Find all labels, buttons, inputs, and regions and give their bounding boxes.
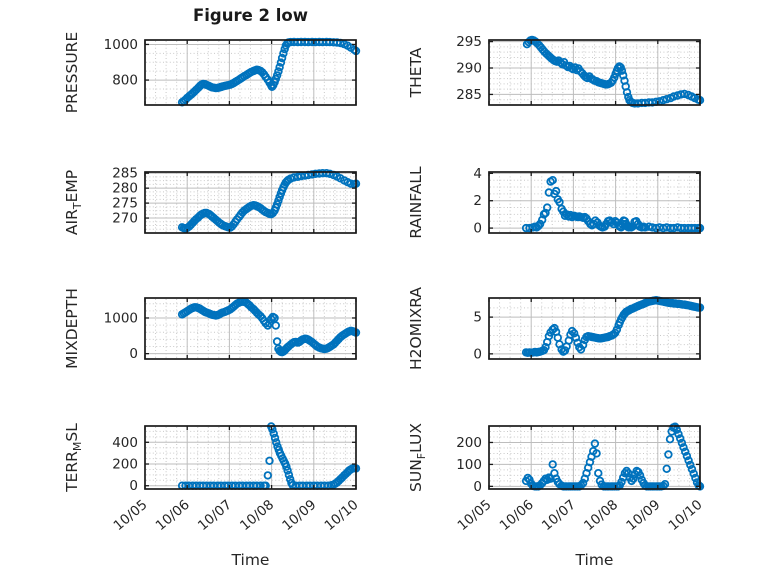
x-tick-label: 10/10	[665, 497, 705, 534]
tick-marks	[144, 426, 357, 489]
y-axis-label-terr-msl: TERRM​SL	[63, 423, 84, 493]
y-tick-label: 285	[456, 87, 482, 103]
x-axis-label-left: Time	[231, 551, 270, 569]
plot-area	[489, 298, 700, 359]
tick-marks	[144, 40, 357, 105]
tick-marks	[488, 426, 701, 489]
y-tick-label: 0	[473, 221, 482, 237]
data-points	[177, 37, 361, 107]
y-tick-label: 270	[112, 211, 138, 227]
tick-marks	[488, 172, 701, 233]
data-points	[177, 168, 361, 233]
y-tick-label: 0	[129, 346, 138, 362]
subplot-theta: 285 290 295 THETA	[407, 34, 705, 108]
tick-marks	[488, 298, 701, 359]
y-axis-label-h2omixra: H2OMIXRA	[407, 287, 425, 370]
y-axis-label-air-temp: AIRT​EMP	[63, 170, 84, 235]
figure-title: Figure 2 low	[192, 6, 309, 25]
x-tick-label: 10/05	[454, 497, 494, 534]
subplot-h2omixra: 0 5 H2OMIXRA	[407, 287, 705, 370]
axes-box	[144, 425, 357, 490]
minor-grid	[490, 299, 699, 358]
y-axis-label-pressure: PRESSURE	[63, 32, 81, 114]
minor-grid	[146, 41, 355, 104]
x-tick-label: 10/06	[153, 497, 193, 534]
axes-box	[488, 297, 701, 360]
y-tick-label: 0	[129, 478, 138, 494]
y-tick-label: 4	[473, 166, 482, 182]
x-tick-label: 10/08	[237, 497, 277, 534]
y-tick-label: 1000	[104, 310, 138, 326]
y-tick-label: 100	[456, 457, 482, 473]
y-tick-label: 200	[456, 435, 482, 451]
y-tick-label: 5	[473, 310, 482, 326]
tick-marks	[144, 172, 357, 233]
tick-marks	[144, 298, 357, 359]
subplot-mixdepth: 0 1000 MIXDEPTH	[63, 288, 361, 369]
axes-box	[488, 425, 701, 490]
axes-box	[144, 39, 357, 106]
subplot-terr-msl: 0 200 400 10/05 10/06 10/07 10/08 10/09 10/10 TER…	[63, 422, 362, 534]
y-tick-label: 800	[112, 73, 138, 89]
x-tick-label: 10/08	[581, 497, 621, 534]
y-axis-label-sun-flux: SUNF​LUX	[407, 423, 428, 492]
y-axis-label-mixdepth: MIXDEPTH	[63, 288, 81, 369]
plot-area	[145, 426, 356, 489]
y-tick-label: 1000	[104, 37, 138, 53]
y-tick-label: 400	[112, 435, 138, 451]
axes-box	[144, 297, 357, 360]
minor-grid	[490, 173, 699, 232]
data-points	[177, 297, 361, 357]
x-tick-label: 10/07	[539, 497, 579, 534]
x-tick-label: 10/09	[279, 497, 319, 534]
data-points	[522, 35, 705, 108]
x-tick-label: 10/05	[110, 497, 150, 534]
x-axis-label-right: Time	[575, 551, 614, 569]
axes-box	[488, 171, 701, 234]
y-tick-label: 200	[112, 457, 138, 473]
y-tick-label: 0	[473, 346, 482, 362]
y-tick-label: 280	[112, 181, 138, 197]
y-tick-label: 275	[112, 196, 138, 212]
minor-grid	[490, 41, 699, 104]
minor-grid	[146, 427, 355, 488]
major-grid	[145, 40, 356, 105]
axes-box	[488, 39, 701, 106]
y-axis-label-theta: THETA	[407, 47, 425, 98]
x-tick-label: 10/09	[623, 497, 663, 534]
y-tick-label: 295	[456, 34, 482, 50]
y-tick-label: 2	[473, 193, 482, 209]
y-tick-label: 0	[473, 479, 482, 495]
x-tick-label: 10/07	[195, 497, 235, 534]
subplot-pressure: 800 1000 PRESSURE	[63, 32, 361, 114]
subplot-sun-flux: 0 100 200 10/05 10/06 10/07 10/08 10/09 10/10 SUN…	[407, 422, 706, 534]
tick-marks	[488, 40, 701, 105]
x-tick-label: 10/10	[321, 497, 361, 534]
subplot-rainfall: 0 2 4 RAINFALL	[407, 166, 705, 239]
y-tick-label: 285	[112, 166, 138, 182]
y-axis-label-rainfall: RAINFALL	[407, 166, 425, 239]
x-tick-label: 10/06	[497, 497, 537, 534]
y-tick-label: 290	[456, 61, 482, 77]
